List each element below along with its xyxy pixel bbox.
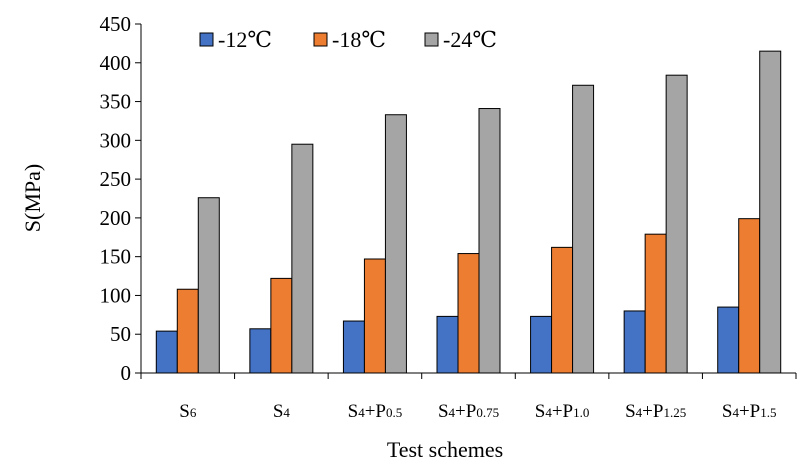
y-tick-label: 450 [100,12,132,36]
legend-swatch [199,32,214,47]
bar [623,310,646,374]
bar [644,233,667,374]
y-axis: 0 50 100 150 200 250 300 350 400 450 [100,12,142,385]
x-tick-label: S4+P1.0 [535,401,590,422]
bars [155,50,782,374]
legend-label: -12℃ [218,27,272,52]
y-tick-label: 150 [100,245,132,269]
y-tick-label: 50 [110,322,131,346]
y-tick-label: 100 [100,283,132,307]
x-tick-label: S4+P1.5 [722,401,777,422]
x-tick-label: S4+P0.5 [348,401,403,422]
y-tick-label: 350 [100,90,132,114]
legend-label: -24℃ [443,27,497,52]
x-axis-title: Test schemes [387,437,503,462]
bar [384,114,407,374]
bar [197,197,220,374]
bar [717,306,740,374]
legend-swatch [424,32,439,47]
bar [436,315,459,374]
bar [291,143,314,374]
y-tick-label: 250 [100,167,132,191]
bar [551,246,574,374]
bar [155,330,178,374]
y-tick-label: 200 [100,206,132,230]
y-tick-label: 0 [121,361,132,385]
y-tick-label: 300 [100,128,132,152]
y-axis-title: S(MPa) [20,164,45,232]
bar [665,74,688,374]
bar [759,50,782,374]
bar [530,315,553,374]
x-tick-label: S4+P1.25 [625,401,686,422]
bar [572,84,595,374]
bar [363,258,386,374]
bar [270,277,293,374]
x-tick-label: S4 [273,401,291,422]
bar [176,288,199,374]
x-axis: S6 S4 S4+P0.5 S4+P0.75 S4+P1.0 S4+P1.25 S4+P1.… [140,372,797,422]
bar [457,253,480,374]
bar [342,320,365,374]
legend: -12℃ -18℃ -24℃ [199,27,497,52]
y-tick-label: 400 [100,51,132,75]
x-tick-label: S4+P0.75 [438,401,499,422]
bar [478,108,501,374]
bar [738,218,761,374]
bar [249,328,272,374]
legend-swatch [313,32,328,47]
legend-label: -18℃ [332,27,386,52]
x-tick-label: S6 [179,401,197,422]
